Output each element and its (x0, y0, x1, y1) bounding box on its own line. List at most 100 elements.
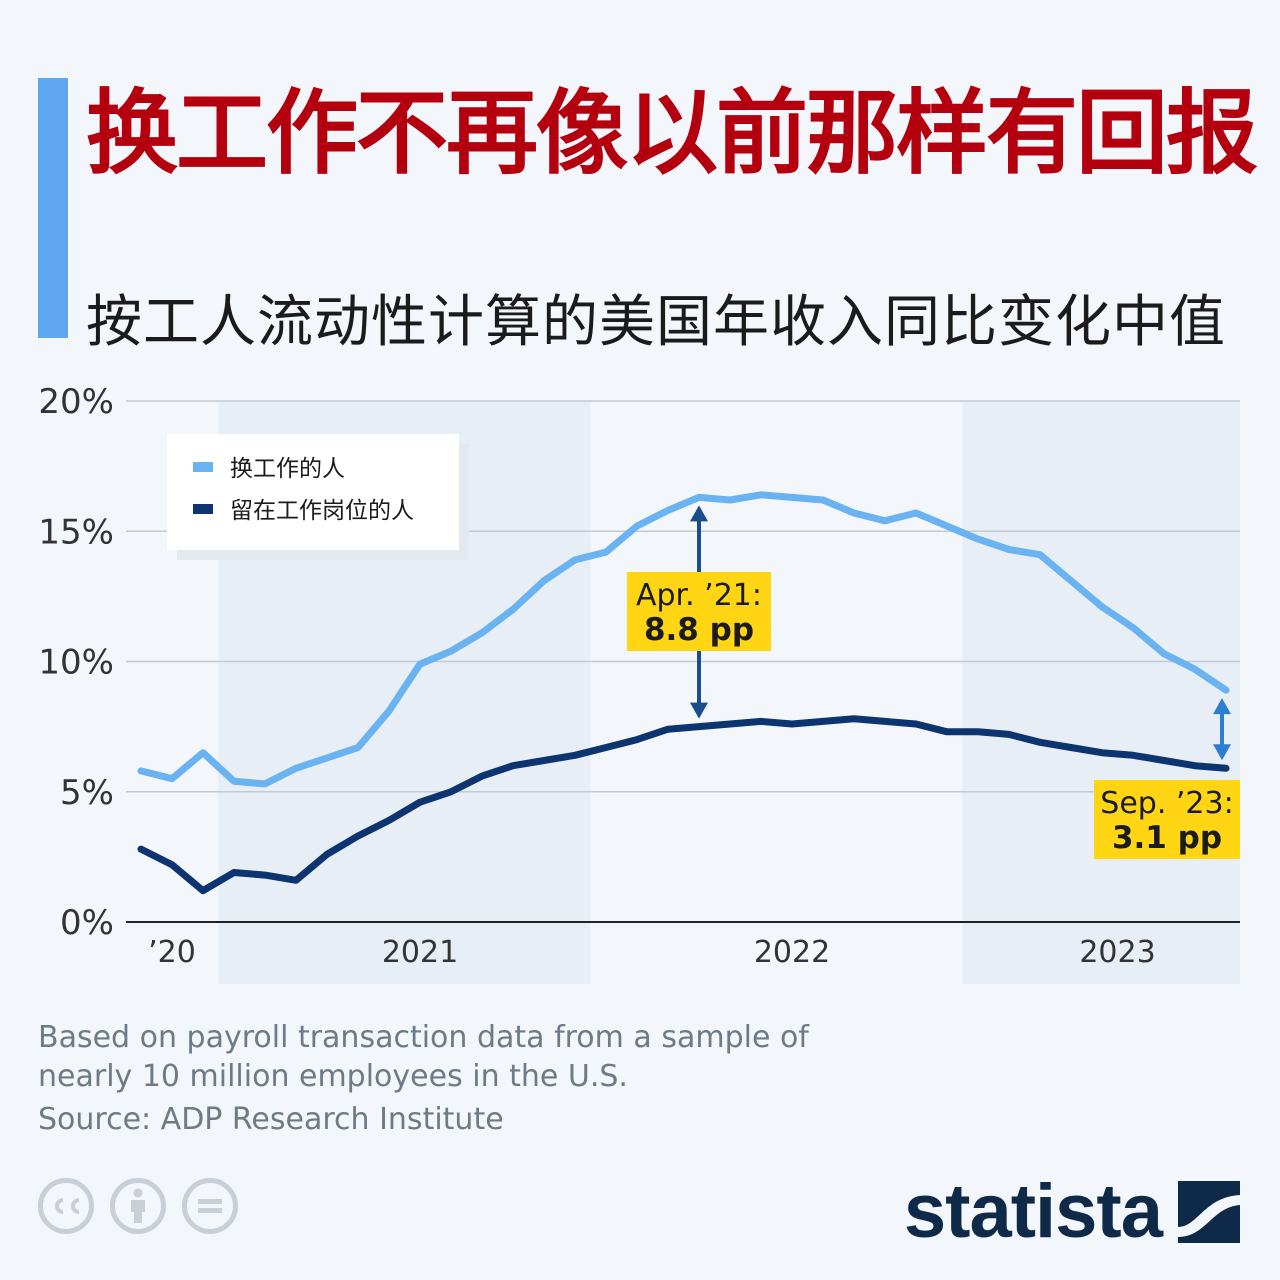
data-point (944, 523, 950, 529)
data-point (1223, 687, 1229, 693)
data-point (417, 799, 423, 805)
annotation-sep23-value: 3.1 pp (1112, 820, 1222, 856)
data-point (1130, 752, 1136, 758)
data-point (727, 497, 733, 503)
data-point (727, 721, 733, 727)
data-point (1099, 604, 1105, 610)
data-point (789, 721, 795, 727)
data-point (696, 724, 702, 730)
data-point (417, 661, 423, 667)
data-point (479, 773, 485, 779)
data-point (448, 648, 454, 654)
legend-swatch (193, 462, 213, 472)
data-point (510, 763, 516, 769)
chart-subtitle: 按工人流动性计算的美国年收入同比变化中值 (86, 290, 1226, 355)
line-chart: 0% 5% 10% 15% 20% ’20 2021 2022 2023 换工作的人留在工作岗位的… (38, 382, 1240, 984)
x-tick-label: 2023 (1079, 935, 1155, 970)
data-point (355, 744, 361, 750)
data-point (231, 778, 237, 784)
data-point (913, 510, 919, 516)
annotation-sep23-bg (1094, 780, 1240, 859)
data-point (200, 888, 206, 894)
annotation-sep23: Sep. ’23:3.1 pp (1094, 780, 1240, 859)
legend-label: 留在工作岗位的人 (230, 498, 414, 524)
legend-box (167, 434, 459, 550)
data-point (1068, 744, 1074, 750)
data-point (1161, 651, 1167, 657)
data-point (572, 557, 578, 563)
brand-name: statista (903, 1169, 1163, 1254)
data-point (851, 716, 857, 722)
data-point (572, 752, 578, 758)
statista-logo[interactable]: statista (904, 1174, 1240, 1250)
data-point (665, 507, 671, 513)
data-point (1192, 763, 1198, 769)
data-point (1130, 625, 1136, 631)
data-point (634, 737, 640, 743)
arrow-apr21-head-down (690, 702, 708, 719)
annotation-apr21-value: 8.8 pp (644, 612, 754, 648)
data-point (541, 757, 547, 763)
annotation-apr21: Apr. ’21:8.8 pp (627, 572, 771, 651)
source-line: Source: ADP Research Institute (38, 1102, 504, 1137)
person-icon[interactable] (110, 1178, 166, 1234)
data-point (603, 744, 609, 750)
data-point (1068, 578, 1074, 584)
data-point (138, 846, 144, 852)
data-point (665, 726, 671, 732)
y-tick-label: 15% (38, 512, 114, 552)
y-tick-label: 0% (60, 903, 114, 943)
data-point (603, 549, 609, 555)
data-point (355, 833, 361, 839)
data-point (386, 708, 392, 714)
y-tick-label: 5% (60, 773, 114, 813)
x-tick-label: 2022 (754, 935, 830, 970)
footnote: Based on payroll transaction data from a… (38, 1020, 809, 1094)
data-point (789, 494, 795, 500)
data-point (169, 862, 175, 868)
data-point (1037, 552, 1043, 558)
data-point (448, 789, 454, 795)
cc-icon[interactable] (38, 1178, 94, 1234)
year-band-1 (962, 401, 1240, 984)
x-tick-label: ’20 (148, 935, 196, 970)
data-point (262, 781, 268, 787)
data-point (913, 721, 919, 727)
data-point (1099, 750, 1105, 756)
equals-icon[interactable] (182, 1178, 238, 1234)
data-point (634, 523, 640, 529)
data-point (882, 518, 888, 524)
statista-mark-icon (1178, 1181, 1240, 1243)
data-point (262, 872, 268, 878)
y-tick-label: 10% (38, 643, 114, 683)
series-line-0 (137, 491, 1230, 788)
data-point (479, 630, 485, 636)
data-point (944, 729, 950, 735)
data-point (1161, 757, 1167, 763)
data-point (324, 851, 330, 857)
data-point (1192, 666, 1198, 672)
data-point (293, 877, 299, 883)
arrow-sep23-head-up (1213, 698, 1231, 715)
data-point (541, 578, 547, 584)
data-point (200, 750, 206, 756)
data-point (975, 729, 981, 735)
accent-bar (38, 78, 68, 338)
data-point (696, 494, 702, 500)
data-point (386, 817, 392, 823)
annotation-apr21-bg (627, 572, 771, 651)
data-point (138, 768, 144, 774)
data-point (820, 497, 826, 503)
legend-swatch (193, 504, 213, 514)
data-point (1006, 731, 1012, 737)
data-point (1037, 739, 1043, 745)
x-tick-label: 2021 (382, 935, 458, 970)
legend-label: 换工作的人 (230, 456, 345, 482)
annotation-apr21-label: Apr. ’21: (636, 578, 762, 613)
series-line-1 (137, 715, 1230, 895)
data-point (1006, 546, 1012, 552)
data-point (510, 606, 516, 612)
arrow-apr21-head-up (690, 505, 708, 522)
data-point (293, 765, 299, 771)
